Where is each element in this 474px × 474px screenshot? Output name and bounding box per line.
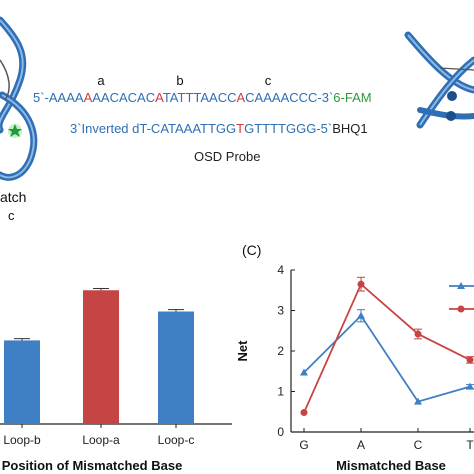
strand1-part-1: A bbox=[84, 90, 93, 105]
quencher-dot-2 bbox=[446, 111, 456, 121]
strand2-part-1: T bbox=[236, 121, 244, 136]
bar-tick-label-loop-c: Loop-c bbox=[158, 433, 195, 447]
mismatch-marker-a: a bbox=[97, 73, 105, 88]
bar-chart-mismatch-position: Loop-b Loop-a Loop-c Position of Mismatched… bbox=[0, 287, 232, 473]
quencher-dot-1 bbox=[447, 91, 457, 101]
legend-marker-1 bbox=[457, 305, 465, 313]
line-y-tick-label-0: 0 bbox=[277, 425, 284, 439]
series-1-point-3 bbox=[466, 356, 474, 364]
line-y-tick-label-1: 1 bbox=[277, 385, 284, 399]
line-y-tick-label-3: 3 bbox=[277, 304, 284, 318]
strand1-part-2: AACACAC bbox=[92, 90, 155, 105]
series-0-line bbox=[303, 314, 471, 403]
strand2-part-3: BHQ1 bbox=[332, 121, 367, 136]
series-0-point-0 bbox=[300, 368, 308, 376]
legend-marker-0 bbox=[457, 282, 465, 289]
right-dna-helix-illustration bbox=[404, 31, 474, 129]
osd-probe-label: OSD Probe bbox=[194, 149, 260, 164]
bar-tick-label-loop-a: Loop-a bbox=[82, 433, 120, 447]
strand1-part-4: TATTTAACC bbox=[163, 90, 237, 105]
series-0-point-2 bbox=[414, 397, 422, 405]
line-x-axis-label: Mismatched Base bbox=[336, 458, 446, 473]
bar-tick-label-loop-b: Loop-b bbox=[3, 433, 41, 447]
bar-loop-b bbox=[4, 340, 40, 424]
strand1-part-6: CAAAACCC-3` bbox=[245, 90, 333, 105]
line-x-tick-label-a: A bbox=[357, 438, 365, 452]
left-dna-helix-illustration bbox=[0, 16, 38, 181]
line-y-tick-label-4: 4 bbox=[277, 263, 284, 277]
left-caption-line2: c bbox=[8, 208, 15, 223]
strand1-part-7: 6-FAM bbox=[333, 90, 371, 105]
strand1-part-3: A bbox=[155, 90, 164, 105]
line-x-tick-label-t: T bbox=[466, 438, 474, 452]
line-x-tick-label-g: G bbox=[299, 438, 308, 452]
series-1-point-0 bbox=[300, 409, 308, 417]
left-caption-line1: atch bbox=[0, 189, 26, 205]
series-1-point-1 bbox=[357, 280, 365, 288]
series-1-line bbox=[303, 282, 471, 413]
bar-x-axis-label: Position of Mismatched Base bbox=[2, 458, 183, 473]
strand2-part-0: 3`Inverted dT-CATAAATTGG bbox=[70, 121, 236, 136]
probe-sequence-strand1: 5`-AAAAAAACACACATATTTAACCACAAAACCC-3`6-F… bbox=[33, 90, 372, 105]
mismatch-marker-c: c bbox=[265, 73, 272, 88]
line-y-axis-label: Net bbox=[235, 340, 250, 362]
line-y-tick-label-2: 2 bbox=[277, 344, 284, 358]
series-1-point-2 bbox=[414, 330, 422, 338]
fam-star-icon bbox=[8, 124, 22, 138]
line-x-tick-label-c: C bbox=[414, 438, 423, 452]
strand1-part-0: 5`-AAAA bbox=[33, 90, 84, 105]
line-chart-mismatched-base: 0 1 2 3 4 G A C T Net Mismatched Base bbox=[235, 263, 474, 473]
panel-c-label: (C) bbox=[242, 242, 261, 258]
bar-loop-c bbox=[158, 311, 194, 424]
bar-loop-a bbox=[83, 290, 119, 424]
strand1-part-5: A bbox=[237, 90, 246, 105]
strand2-part-2: GTTTTGGG-5` bbox=[244, 121, 332, 136]
series-0-point-1 bbox=[357, 311, 365, 319]
series-0-point-3 bbox=[466, 382, 474, 390]
probe-sequence-strand2: 3`Inverted dT-CATAAATTGGTGTTTTGGG-5`BHQ1 bbox=[70, 121, 368, 136]
mismatch-marker-b: b bbox=[176, 73, 183, 88]
